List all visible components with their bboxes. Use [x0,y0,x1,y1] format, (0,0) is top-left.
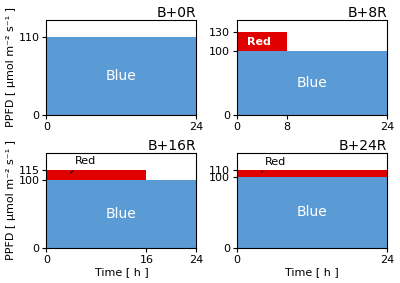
Text: Blue: Blue [106,207,137,221]
Text: B+24R: B+24R [339,139,387,153]
Text: Red: Red [261,157,286,172]
Y-axis label: PPFD [ μmol m⁻² s⁻¹ ]: PPFD [ μmol m⁻² s⁻¹ ] [6,7,16,127]
X-axis label: Time [ h ]: Time [ h ] [285,267,339,277]
Text: B+8R: B+8R [348,6,387,20]
Text: B+0R: B+0R [157,6,196,20]
Y-axis label: PPFD [ μmol m⁻² s⁻¹ ]: PPFD [ μmol m⁻² s⁻¹ ] [6,140,16,260]
Text: B+16R: B+16R [148,139,196,153]
Text: Red: Red [70,156,96,173]
X-axis label: Time [ h ]: Time [ h ] [94,267,148,277]
Text: Blue: Blue [297,76,328,90]
Text: Red: Red [247,37,271,47]
Text: Blue: Blue [297,205,328,220]
Text: Blue: Blue [106,69,137,83]
